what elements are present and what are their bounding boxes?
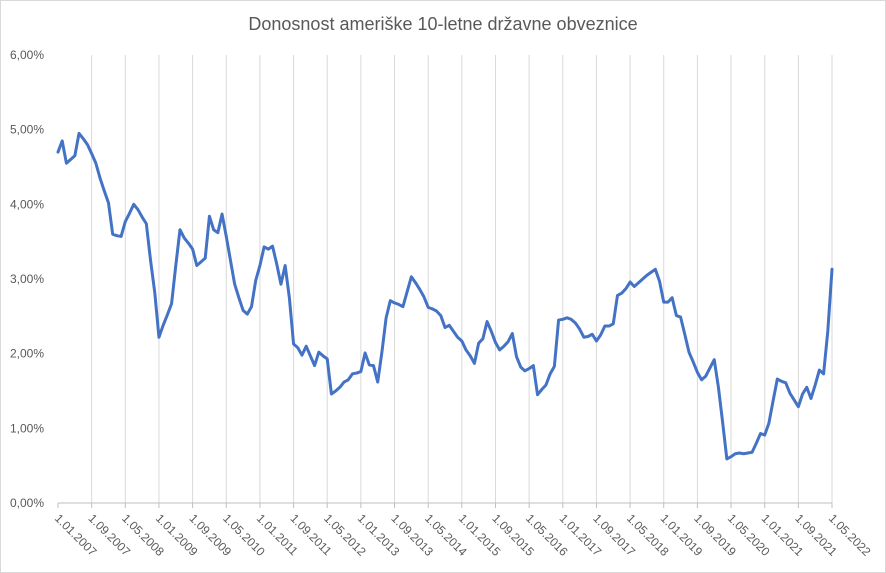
series-line (56, 131, 834, 461)
y-tick-label: 6,00% (10, 48, 44, 62)
series-layer (56, 131, 834, 461)
gridlines (91, 55, 833, 503)
y-tick-label: 2,00% (10, 347, 44, 361)
x-tick-labels: 1.01.20071.09.20071.05.20081.01.20091.09… (52, 511, 874, 559)
y-tick-label: 5,00% (10, 123, 44, 137)
y-tick-label: 0,00% (10, 496, 44, 510)
y-tick-labels: 0,00% 1,00% 2,00% 3,00% 4,00% 5,00% 6,00% (10, 48, 44, 510)
axes (57, 502, 833, 508)
y-tick-label: 4,00% (10, 197, 44, 211)
y-tick-label: 3,00% (10, 272, 44, 286)
y-tick-label: 1,00% (10, 421, 44, 435)
chart-title: Donosnost ameriške 10-letne državne obve… (248, 14, 638, 34)
